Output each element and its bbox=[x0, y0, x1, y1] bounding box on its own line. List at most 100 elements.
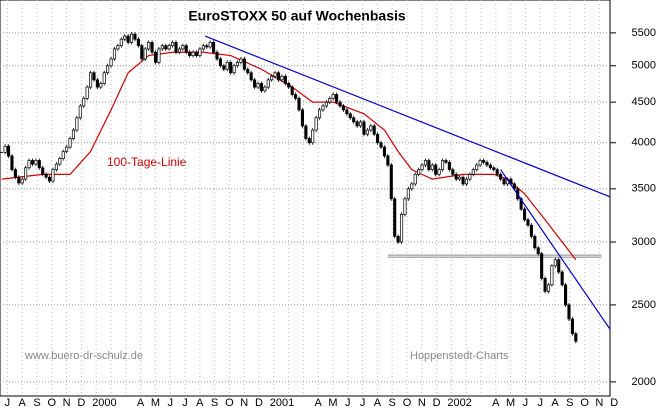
y-tick-label: 4000 bbox=[632, 137, 656, 149]
candle bbox=[314, 117, 318, 131]
x-tick-label: O bbox=[580, 397, 589, 409]
candle bbox=[143, 48, 147, 60]
candle bbox=[27, 160, 31, 169]
x-tick-label: A bbox=[137, 397, 145, 409]
candle bbox=[324, 101, 328, 107]
candle bbox=[157, 48, 161, 63]
candle bbox=[259, 83, 263, 92]
candle bbox=[464, 178, 469, 185]
candle bbox=[574, 333, 578, 342]
candle bbox=[218, 58, 222, 67]
candle bbox=[263, 86, 267, 92]
candle bbox=[140, 45, 144, 60]
candle bbox=[369, 125, 373, 131]
x-tick-label: N bbox=[595, 397, 603, 409]
candle bbox=[212, 42, 216, 53]
candle bbox=[406, 188, 410, 200]
candle bbox=[106, 65, 110, 74]
candle bbox=[6, 145, 11, 157]
x-tick-label: J bbox=[523, 397, 529, 409]
candle bbox=[188, 51, 192, 56]
candle bbox=[440, 160, 445, 171]
candle bbox=[338, 101, 342, 107]
candle bbox=[523, 208, 527, 221]
candle bbox=[205, 45, 209, 48]
candle bbox=[478, 160, 482, 166]
candle bbox=[482, 160, 486, 163]
candle bbox=[24, 167, 28, 180]
candle bbox=[280, 75, 284, 81]
candle bbox=[232, 65, 236, 74]
candle bbox=[420, 164, 424, 171]
candle bbox=[194, 51, 199, 56]
candle bbox=[311, 129, 315, 144]
candle bbox=[321, 105, 325, 111]
candle bbox=[102, 72, 106, 84]
candle bbox=[287, 83, 291, 88]
x-tick-label: A bbox=[551, 397, 559, 409]
candle bbox=[82, 97, 86, 107]
x-tick-label: A bbox=[315, 397, 323, 409]
candle bbox=[246, 68, 250, 74]
candle bbox=[362, 121, 366, 135]
candle bbox=[48, 176, 52, 182]
candle bbox=[266, 79, 270, 88]
moving-average bbox=[1, 51, 577, 261]
candle bbox=[379, 142, 383, 148]
x-tick-label: J bbox=[5, 397, 11, 409]
candle bbox=[570, 318, 574, 335]
candle bbox=[109, 58, 113, 67]
candle bbox=[222, 65, 226, 70]
trend-line bbox=[500, 169, 611, 330]
candle bbox=[201, 45, 205, 50]
candle bbox=[78, 105, 82, 119]
candle bbox=[345, 109, 349, 115]
candle bbox=[564, 284, 568, 306]
candle bbox=[171, 42, 175, 47]
x-tick-label: D bbox=[610, 397, 618, 409]
candle bbox=[529, 224, 533, 237]
candle bbox=[471, 169, 475, 175]
candle bbox=[3, 145, 7, 153]
candle bbox=[126, 35, 130, 43]
x-tick-label: A bbox=[19, 397, 27, 409]
candle bbox=[99, 83, 103, 88]
candle bbox=[150, 42, 154, 53]
candle bbox=[229, 61, 233, 74]
candle bbox=[307, 138, 311, 144]
candle bbox=[427, 160, 431, 171]
candle bbox=[352, 117, 356, 123]
candle bbox=[215, 51, 219, 60]
candle bbox=[235, 61, 240, 67]
candle bbox=[365, 129, 369, 135]
candle bbox=[447, 161, 451, 171]
candle bbox=[71, 129, 76, 139]
x-tick-label: D bbox=[433, 397, 441, 409]
candle bbox=[290, 86, 294, 95]
candle bbox=[61, 151, 65, 159]
candle bbox=[495, 169, 499, 175]
candle bbox=[37, 160, 41, 169]
candle bbox=[403, 198, 407, 215]
candle bbox=[181, 45, 185, 50]
candle bbox=[485, 161, 489, 166]
candle bbox=[30, 160, 35, 165]
candle bbox=[130, 33, 134, 43]
candle bbox=[89, 72, 93, 88]
ma-label: 100-Tage-Linie bbox=[107, 155, 187, 169]
candle bbox=[177, 48, 181, 53]
candle bbox=[444, 160, 448, 163]
candle bbox=[225, 61, 229, 70]
x-tick-label: S bbox=[211, 397, 218, 409]
candle bbox=[488, 164, 492, 169]
candle bbox=[553, 259, 557, 267]
x-tick-label: J bbox=[537, 397, 543, 409]
candle bbox=[184, 45, 188, 53]
candle bbox=[51, 169, 55, 182]
candle bbox=[54, 163, 58, 171]
candle bbox=[164, 45, 168, 50]
candle bbox=[560, 271, 564, 286]
candle bbox=[540, 253, 544, 279]
candle bbox=[331, 94, 335, 99]
candle bbox=[451, 169, 455, 175]
